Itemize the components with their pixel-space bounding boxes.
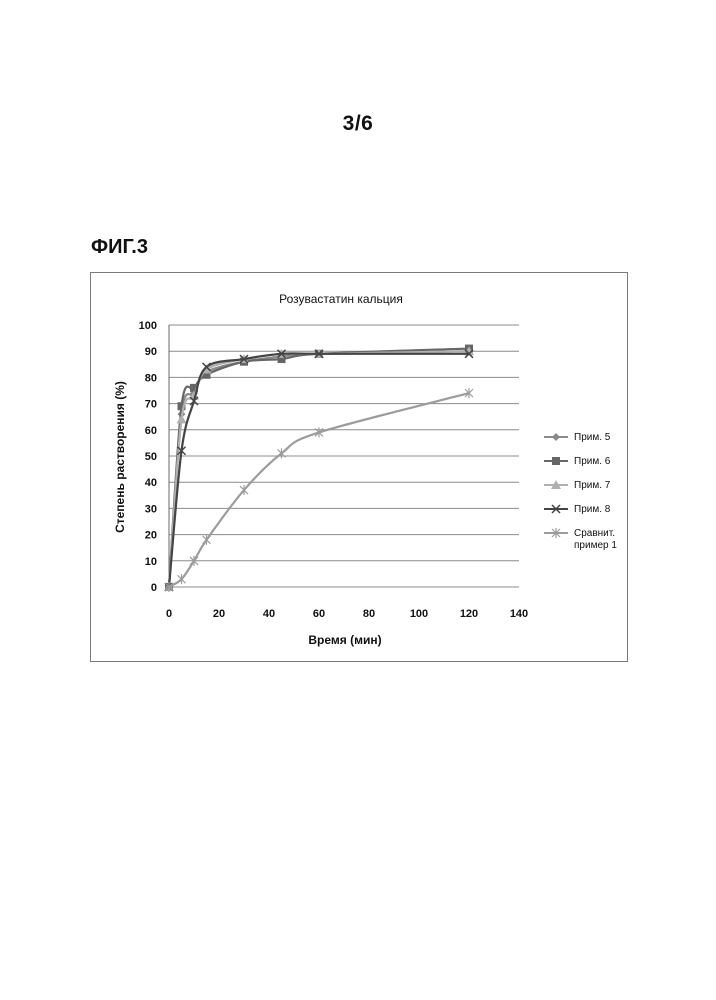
data-point bbox=[240, 485, 248, 495]
x-tick-label: 140 bbox=[510, 608, 528, 620]
x-tick-label: 120 bbox=[460, 608, 478, 620]
data-point bbox=[552, 457, 560, 465]
y-axis-label: Степень растворения (%) bbox=[113, 381, 127, 533]
y-tick-label: 80 bbox=[145, 372, 157, 384]
figure-label: ФИГ.3 bbox=[91, 236, 148, 259]
series-line bbox=[169, 393, 469, 587]
chart-legend: Прим. 5 Прим. 6 Прим. 7 Прим. 8 Сравнит. при… bbox=[540, 430, 630, 556]
legend-swatch bbox=[544, 504, 568, 514]
legend-label: Прим. 5 bbox=[574, 432, 626, 444]
y-tick-label: 50 bbox=[145, 451, 157, 463]
data-point bbox=[203, 535, 211, 545]
y-tick-label: 70 bbox=[145, 399, 157, 411]
y-tick-label: 30 bbox=[145, 503, 157, 515]
data-point bbox=[177, 414, 187, 423]
legend-item: Прим. 5 bbox=[540, 430, 630, 454]
legend-swatch bbox=[544, 528, 568, 538]
series-line bbox=[169, 351, 469, 587]
series-lines bbox=[164, 345, 474, 592]
series-line bbox=[169, 351, 469, 587]
x-axis-label: Время (мин) bbox=[308, 633, 381, 647]
series-line bbox=[169, 349, 469, 587]
y-tick-label: 10 bbox=[145, 556, 157, 568]
legend-label: Прим. 6 bbox=[574, 456, 626, 468]
series-1 bbox=[165, 347, 473, 591]
y-tick-label: 60 bbox=[145, 425, 157, 437]
legend-swatch bbox=[544, 432, 568, 442]
legend-label: Прим. 7 bbox=[574, 480, 626, 492]
x-tick-label: 40 bbox=[263, 608, 275, 620]
legend-swatch bbox=[544, 480, 568, 490]
series-5 bbox=[165, 388, 473, 592]
y-tick-label: 0 bbox=[151, 582, 157, 594]
y-tick-label: 90 bbox=[145, 346, 157, 358]
x-tick-label: 20 bbox=[213, 608, 225, 620]
legend-swatch bbox=[544, 456, 568, 466]
series-3 bbox=[164, 346, 474, 591]
y-tick-label: 40 bbox=[145, 477, 157, 489]
x-tick-label: 100 bbox=[410, 608, 428, 620]
axes: 0 10 20 30 40 50 60 70 80 90 100 0 20 40 60 80 100 120 140 bbox=[139, 320, 529, 620]
legend-label: Прим. 8 bbox=[574, 504, 626, 516]
legend-item: Сравнит. пример 1 bbox=[540, 526, 630, 556]
page-number: 3/6 bbox=[0, 112, 716, 136]
x-tick-label: 80 bbox=[363, 608, 375, 620]
data-point bbox=[178, 574, 186, 584]
legend-label: Сравнит. пример 1 bbox=[574, 528, 626, 552]
y-tick-label: 20 bbox=[145, 530, 157, 542]
chart-title: Розувастатин кальция bbox=[279, 292, 403, 306]
data-point bbox=[278, 448, 286, 458]
x-tick-label: 60 bbox=[313, 608, 325, 620]
series-line bbox=[169, 353, 469, 587]
series-2 bbox=[165, 345, 473, 591]
legend-item: Прим. 8 bbox=[540, 502, 630, 526]
legend-item: Прим. 7 bbox=[540, 478, 630, 502]
series-4 bbox=[165, 350, 473, 591]
legend-item: Прим. 6 bbox=[540, 454, 630, 478]
x-tick-label: 0 bbox=[166, 608, 172, 620]
data-point bbox=[552, 433, 560, 441]
y-tick-label: 100 bbox=[139, 320, 157, 332]
